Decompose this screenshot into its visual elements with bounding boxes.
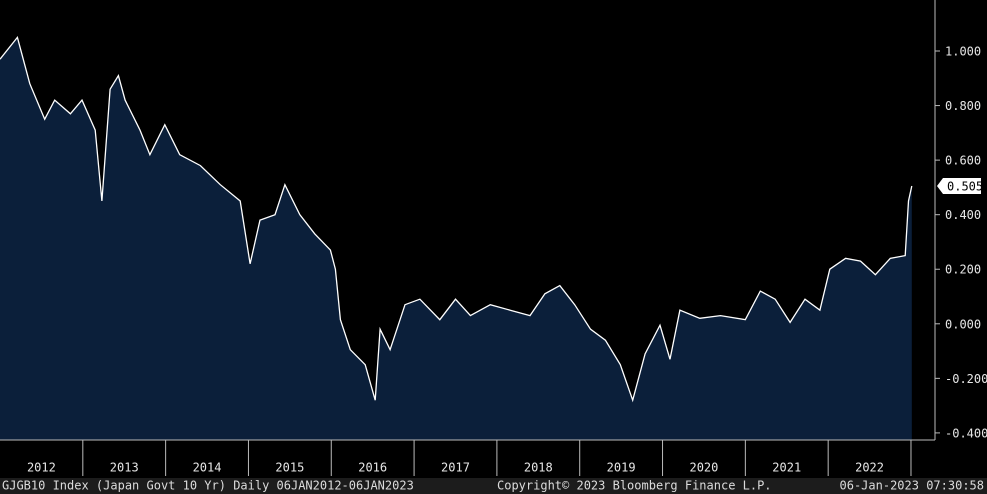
y-tick-label: 0.200 bbox=[945, 263, 981, 277]
area-fill bbox=[0, 37, 912, 441]
x-tick-label: 2012 bbox=[27, 461, 56, 475]
y-tick-label: 1.000 bbox=[945, 45, 981, 59]
footer-bar bbox=[0, 478, 987, 494]
chart-title: GJGB10 Index (Japan Govt 10 Yr) Daily 06… bbox=[2, 479, 414, 493]
y-tick-label: -0.400 bbox=[945, 426, 987, 440]
x-tick-label: 2020 bbox=[689, 461, 718, 475]
last-value-box bbox=[937, 178, 981, 195]
x-tick-label: 2017 bbox=[441, 461, 470, 475]
y-tick-label: -0.200 bbox=[945, 372, 987, 386]
x-tick-label: 2018 bbox=[524, 461, 553, 475]
x-tick-label: 2016 bbox=[358, 461, 387, 475]
x-tick-label: 2019 bbox=[607, 461, 636, 475]
y-tick-label: 0.600 bbox=[945, 154, 981, 168]
y-tick-label: 0.000 bbox=[945, 317, 981, 331]
line bbox=[0, 35, 913, 403]
x-tick-label: 2014 bbox=[193, 461, 222, 475]
timestamp: 06-Jan-2023 07:30:58 bbox=[840, 479, 985, 493]
y-tick-label: 0.800 bbox=[945, 99, 981, 113]
x-tick-label: 2015 bbox=[275, 461, 304, 475]
plot-area bbox=[0, 35, 913, 441]
x-tick-label: 2021 bbox=[772, 461, 801, 475]
last-value-label: 0.505 bbox=[947, 180, 983, 194]
x-tick-label: 2022 bbox=[855, 461, 884, 475]
x-tick-label: 2013 bbox=[110, 461, 139, 475]
y-tick-label: 0.400 bbox=[945, 208, 981, 222]
source: Copyright© 2023 Bloomberg Finance L.P. bbox=[497, 479, 772, 493]
